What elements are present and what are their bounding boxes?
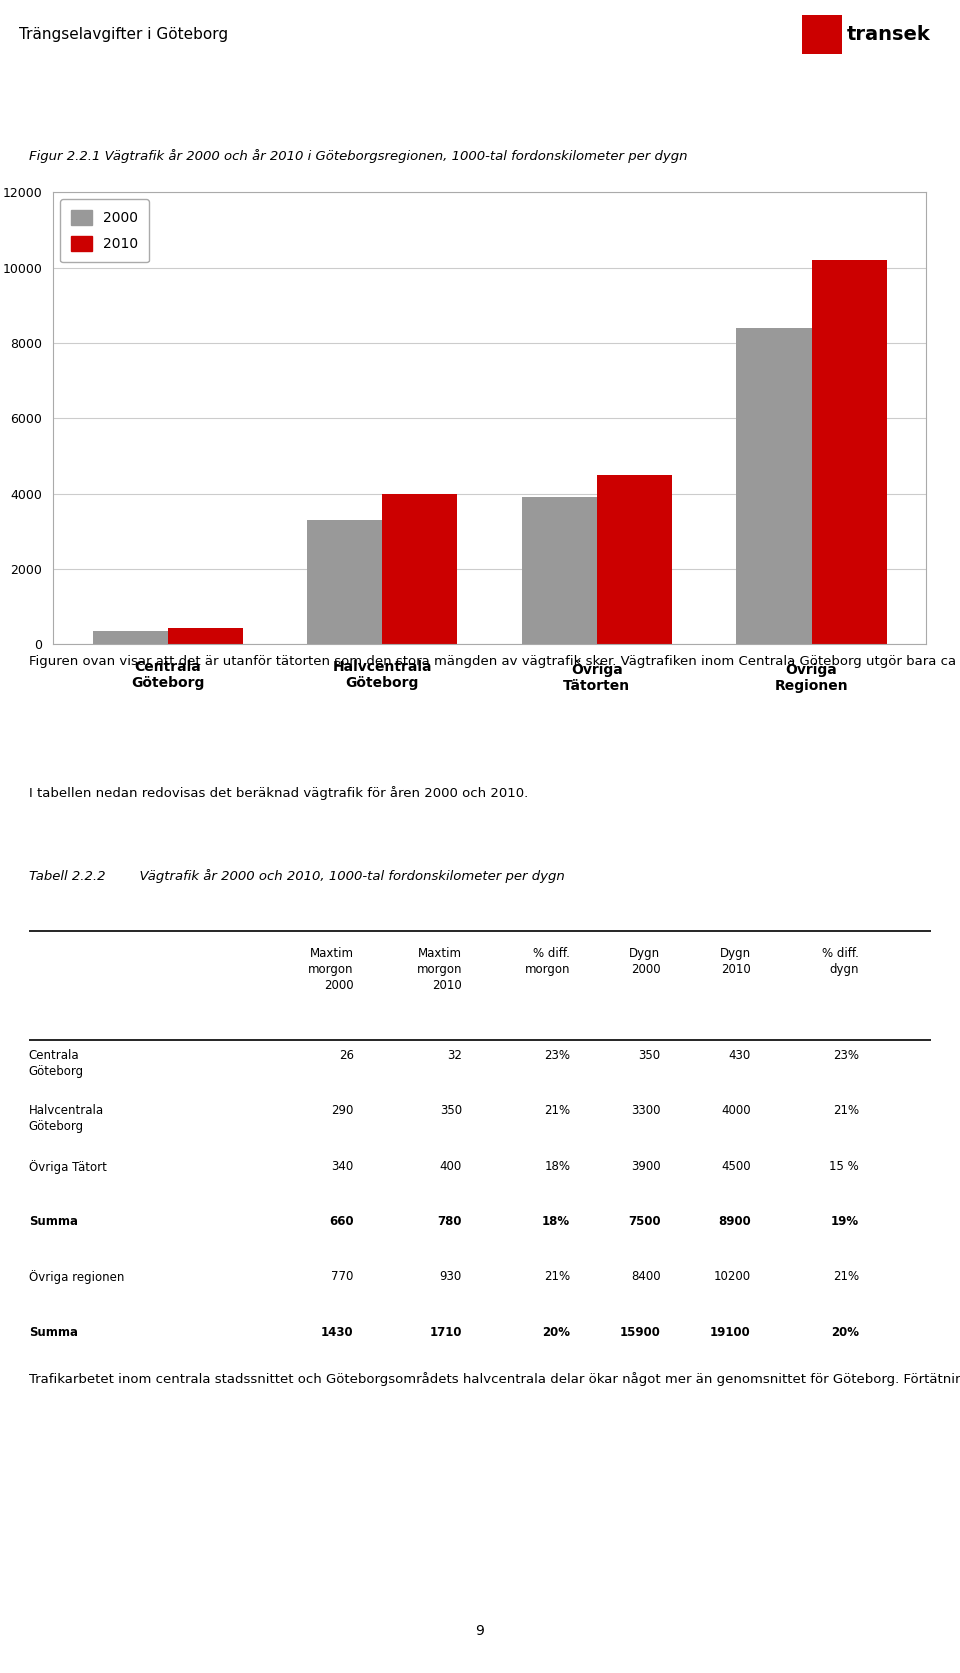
Text: 21%: 21%	[833, 1270, 859, 1283]
Text: 780: 780	[438, 1215, 462, 1228]
Text: 4500: 4500	[721, 1159, 751, 1173]
Text: 9: 9	[475, 1624, 485, 1638]
Text: 32: 32	[447, 1049, 462, 1062]
Text: Tabell 2.2.2        Vägtrafik år 2000 och 2010, 1000-tal fordonskilometer per dy: Tabell 2.2.2 Vägtrafik år 2000 och 2010,…	[29, 868, 564, 883]
Text: Halvcentrala
Göteborg: Halvcentrala Göteborg	[29, 1104, 104, 1133]
Text: 3900: 3900	[631, 1159, 660, 1173]
Bar	[597, 475, 672, 644]
Bar	[811, 261, 887, 644]
Text: 21%: 21%	[544, 1104, 570, 1118]
Text: transek: transek	[847, 25, 930, 43]
Text: Dygn
2000: Dygn 2000	[630, 947, 660, 975]
Text: 8900: 8900	[718, 1215, 751, 1228]
Text: 3300: 3300	[631, 1104, 660, 1118]
Text: 430: 430	[729, 1049, 751, 1062]
Text: I tabellen nedan redovisas det beräknad vägtrafik för åren 2000 och 2010.: I tabellen nedan redovisas det beräknad …	[29, 786, 528, 800]
Text: 15900: 15900	[619, 1325, 660, 1338]
Bar	[307, 520, 382, 644]
Text: 1430: 1430	[321, 1325, 353, 1338]
Text: 8400: 8400	[631, 1270, 660, 1283]
Text: 19100: 19100	[710, 1325, 751, 1338]
Text: Figur 2.2.1 Vägtrafik år 2000 och år 2010 i Göteborgsregionen, 1000-tal fordonsk: Figur 2.2.1 Vägtrafik år 2000 och år 201…	[29, 149, 687, 162]
Text: 15 %: 15 %	[829, 1159, 859, 1173]
Text: 26: 26	[339, 1049, 353, 1062]
Legend: 2000, 2010: 2000, 2010	[60, 199, 149, 263]
Text: 350: 350	[440, 1104, 462, 1118]
Text: 21%: 21%	[544, 1270, 570, 1283]
Text: Trafikarbetet inom centrala stadssnittet och Göteborgsområdets halvcentrala dela: Trafikarbetet inom centrala stadssnittet…	[29, 1372, 960, 1385]
Text: Summa: Summa	[29, 1325, 78, 1338]
Text: Dygn
2010: Dygn 2010	[720, 947, 751, 975]
Text: Trängselavgifter i Göteborg: Trängselavgifter i Göteborg	[19, 27, 228, 42]
Text: 18%: 18%	[542, 1215, 570, 1228]
Text: 20%: 20%	[542, 1325, 570, 1338]
Bar	[736, 328, 811, 644]
Text: 770: 770	[331, 1270, 353, 1283]
Bar	[168, 627, 243, 644]
Text: 10200: 10200	[713, 1270, 751, 1283]
Text: 290: 290	[331, 1104, 353, 1118]
Text: 19%: 19%	[831, 1215, 859, 1228]
Text: 1710: 1710	[429, 1325, 462, 1338]
Text: Maxtim
morgon
2000: Maxtim morgon 2000	[308, 947, 353, 992]
Text: Figuren ovan visar att det är utanför tätorten som den stora mängden av vägtrafi: Figuren ovan visar att det är utanför tä…	[29, 654, 960, 668]
Text: Centrala
Göteborg: Centrala Göteborg	[29, 1049, 84, 1077]
Bar	[92, 631, 168, 644]
Text: Övriga Tätort: Övriga Tätort	[29, 1159, 107, 1173]
Bar	[522, 497, 597, 644]
Text: 20%: 20%	[831, 1325, 859, 1338]
Text: 930: 930	[440, 1270, 462, 1283]
Bar	[382, 494, 457, 644]
Text: 350: 350	[638, 1049, 660, 1062]
Text: 400: 400	[440, 1159, 462, 1173]
Text: 21%: 21%	[833, 1104, 859, 1118]
Text: 4000: 4000	[721, 1104, 751, 1118]
Text: 23%: 23%	[833, 1049, 859, 1062]
Text: Övriga regionen: Övriga regionen	[29, 1270, 124, 1285]
Text: 660: 660	[329, 1215, 353, 1228]
Text: 23%: 23%	[544, 1049, 570, 1062]
Text: Summa: Summa	[29, 1215, 78, 1228]
Text: 18%: 18%	[544, 1159, 570, 1173]
Text: 340: 340	[331, 1159, 353, 1173]
Text: % diff.
morgon: % diff. morgon	[525, 947, 570, 975]
FancyBboxPatch shape	[802, 15, 842, 54]
Text: Maxtim
morgon
2010: Maxtim morgon 2010	[417, 947, 462, 992]
Text: % diff.
dygn: % diff. dygn	[822, 947, 859, 975]
Text: 7500: 7500	[628, 1215, 660, 1228]
